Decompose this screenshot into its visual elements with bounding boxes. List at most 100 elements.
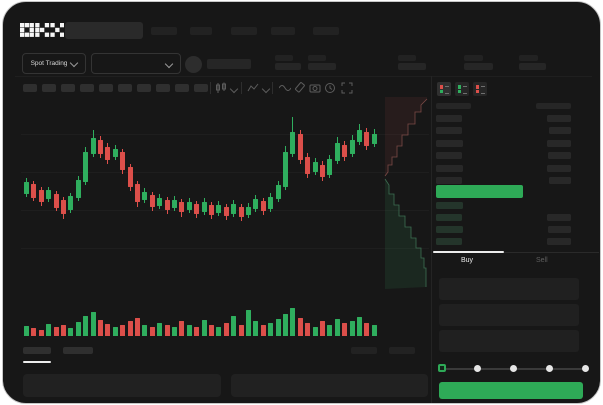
ask-amount[interactable] <box>547 164 571 172</box>
interval-button[interactable] <box>118 84 132 92</box>
book-bars-icon <box>458 85 461 93</box>
indicator-icon[interactable] <box>247 82 259 94</box>
bid-price[interactable] <box>436 226 463 233</box>
interval-button[interactable] <box>61 84 75 92</box>
nav-item[interactable] <box>190 27 212 35</box>
ask-price[interactable] <box>436 139 463 147</box>
market-type-selector[interactable]: Spot Trading <box>22 53 86 74</box>
nav-item[interactable] <box>231 27 257 35</box>
search-input[interactable] <box>65 22 143 39</box>
candlestick <box>268 197 274 209</box>
book-bars-icon <box>476 85 479 93</box>
bid-price[interactable] <box>436 238 462 245</box>
chevron-down-icon[interactable] <box>261 84 271 94</box>
interval-button[interactable] <box>156 84 170 92</box>
interval-button[interactable] <box>23 84 37 92</box>
candle-type-icon[interactable] <box>215 82 227 94</box>
trade-input[interactable] <box>439 330 579 352</box>
pair-selector-dropdown[interactable] <box>91 53 181 74</box>
nav-item[interactable] <box>313 27 339 35</box>
bid-amount[interactable] <box>547 214 571 221</box>
trade-input[interactable] <box>439 304 579 326</box>
chevron-down-icon[interactable] <box>229 84 239 94</box>
ask-price[interactable] <box>436 152 462 160</box>
volume-bar <box>216 327 222 336</box>
orderbook-view-bids-icon[interactable] <box>455 82 469 96</box>
volume-bar <box>320 321 325 336</box>
ask-amount[interactable] <box>547 115 571 122</box>
volume-bar <box>305 323 311 336</box>
stat-label <box>519 55 538 61</box>
interval-button[interactable] <box>80 84 94 92</box>
bid-price[interactable] <box>436 202 463 209</box>
slider-dot[interactable] <box>438 364 446 372</box>
bottom-tab[interactable] <box>23 347 51 354</box>
candlestick <box>105 147 111 160</box>
orderbook-view-asks-icon[interactable] <box>473 82 487 96</box>
book-lines-icon <box>481 86 485 94</box>
gridline <box>21 172 429 173</box>
volume-bar <box>83 316 89 336</box>
interval-button[interactable] <box>99 84 113 92</box>
slider-dot[interactable] <box>510 365 517 372</box>
tab-sell[interactable]: Sell <box>536 257 548 264</box>
slider-dot[interactable] <box>582 365 589 372</box>
volume-bar <box>149 327 155 336</box>
bottom-action[interactable] <box>351 347 377 354</box>
ask-amount[interactable] <box>549 127 571 135</box>
candlestick <box>83 152 89 182</box>
ask-price[interactable] <box>436 164 463 172</box>
depth-chart <box>384 97 428 289</box>
expand-icon[interactable] <box>341 82 353 94</box>
ask-amount[interactable] <box>549 177 571 184</box>
stat-value <box>275 63 301 70</box>
buy-submit-button[interactable] <box>439 382 583 399</box>
history-icon[interactable] <box>324 82 336 94</box>
tabbar-divider <box>433 252 599 253</box>
volume-bar <box>260 325 266 336</box>
bottom-action[interactable] <box>389 347 415 354</box>
candlestick <box>334 143 340 161</box>
slider-dot[interactable] <box>546 365 553 372</box>
volume-bar <box>283 314 288 336</box>
bid-amount[interactable] <box>547 238 571 245</box>
ask-price[interactable] <box>436 115 462 122</box>
ask-amount[interactable] <box>547 139 571 147</box>
bottom-tab[interactable] <box>63 347 93 354</box>
ask-price[interactable] <box>436 127 462 135</box>
volume-bar <box>172 327 177 336</box>
candlestick <box>246 207 251 215</box>
candlestick <box>120 152 126 170</box>
wave-icon[interactable] <box>279 82 291 94</box>
candlestick <box>201 202 207 212</box>
nav-item[interactable] <box>151 27 177 35</box>
bid-amount[interactable] <box>548 226 571 233</box>
last-price-row[interactable] <box>436 185 523 198</box>
interval-button[interactable] <box>42 84 56 92</box>
candlestick <box>127 167 133 187</box>
interval-button[interactable] <box>194 84 208 92</box>
interval-button[interactable] <box>137 84 151 92</box>
camera-icon[interactable] <box>309 82 321 94</box>
chevron-down-icon <box>70 58 79 67</box>
candlestick <box>371 134 377 144</box>
gridline <box>21 134 429 135</box>
candlestick <box>61 200 66 214</box>
draw-icon[interactable] <box>294 82 306 94</box>
interval-button[interactable] <box>175 84 189 92</box>
pair-name-placeholder <box>207 59 251 69</box>
slider-dot[interactable] <box>474 365 481 372</box>
orderbook-view-both-icon[interactable] <box>437 82 451 96</box>
volume-bar <box>105 324 111 336</box>
tab-buy[interactable]: Buy <box>461 257 474 264</box>
ask-amount[interactable] <box>548 152 571 160</box>
volume-bar <box>312 327 318 336</box>
ask-price[interactable] <box>436 177 462 184</box>
volume-bar <box>297 318 303 336</box>
trade-input[interactable] <box>439 278 579 300</box>
nav-item[interactable] <box>271 27 295 35</box>
candlestick <box>209 205 214 215</box>
panel-divider <box>431 76 432 403</box>
bid-price[interactable] <box>436 214 462 221</box>
